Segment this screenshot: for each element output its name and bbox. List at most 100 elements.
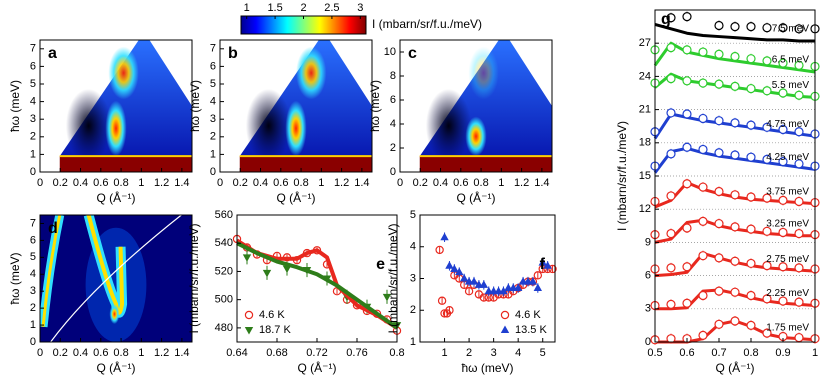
x-tick-label: 0.64 [226,347,247,359]
elastic-band [239,156,372,172]
x-tick-label: 0.76 [346,347,367,359]
y-tick-label: 480 [215,322,233,334]
heatmap-dark [245,88,292,163]
kinematic-limit [50,215,182,342]
data-point [548,264,557,274]
x-tick-label: 1.4 [354,177,369,189]
y-tick-label: 3 [645,303,651,315]
data-point [778,262,788,272]
panel-letter: a [48,45,57,62]
y-tick-label: 5 [30,251,36,263]
x-tick-label: 0.2 [53,347,68,359]
data-point [464,287,474,296]
legend-label: 18.7 K [259,324,291,336]
data-point [698,78,708,88]
plot-frame [39,39,193,173]
data-point [435,245,444,255]
colorbar-label: I (mbarn/sr/f.u./meV) [372,17,482,31]
legend-marker [500,310,510,320]
panel-letter: b [228,45,238,62]
panel-letter: d [48,220,58,237]
data-point [698,216,708,226]
y-tick-label: 5 [210,78,216,90]
x-tick-label: 1 [138,177,144,189]
x-tick-label: 0.8 [113,177,128,189]
y-axis-label: I (mbarn/sr/f.u./meV) [386,223,400,333]
data-point [746,224,756,234]
data-point [698,330,708,340]
y-tick-label: 27 [639,37,651,49]
data-point [533,271,543,280]
data-point [778,195,788,205]
data-point [762,261,772,271]
series-label: 2.25 meV [766,288,809,299]
data-point [746,54,756,64]
data-point [666,228,676,239]
x-axis-label: Q (Å⁻¹) [97,190,136,205]
y-tick-label: 3 [210,113,216,125]
y-tick-label: 560 [215,209,233,221]
data-point [479,280,489,288]
fit-line [236,241,399,330]
y-tick-label: 8 [390,70,396,82]
y-tick-label: 4 [30,268,36,280]
y-tick-label: 6 [645,270,651,282]
data-point [714,20,724,31]
y-tick-label: 10 [384,46,396,58]
data-point [794,332,804,343]
heatmap-streak [105,100,127,157]
data-point [714,253,724,263]
data-point [533,283,543,292]
x-tick-label: 0.6 [453,177,468,189]
y-tick-label: 24 [639,70,651,82]
data-point [730,222,740,232]
y-tick-label: 9 [645,236,651,248]
y-tick-label: 6 [30,60,36,72]
panel-letter: f [540,256,546,273]
heatmap-streak [285,100,307,157]
y-axis-label: ħω (meV) [188,80,202,132]
data-point [730,22,740,32]
x-tick-label: 0.8 [293,177,308,189]
y-tick-label: 3 [410,272,416,284]
heatmap-dark [425,88,472,163]
data-point [746,258,756,269]
data-point [730,256,740,266]
data-point [682,298,692,308]
y-tick-label: 5 [410,209,416,221]
data-point [682,179,692,189]
data-point [714,116,724,126]
x-tick-label: 0 [37,347,43,359]
data-point [746,120,756,130]
data-point [794,60,804,70]
y-axis-label: ħω (meV) [368,80,382,132]
heatmap [59,40,192,172]
x-axis-label: Q (Å⁻¹) [277,190,316,205]
legend-marker [244,327,254,335]
data-point [746,152,756,162]
colorbar-tick-label: 3 [357,2,363,14]
y-tick-label: 7 [210,43,216,55]
y-tick-label: 7 [30,43,36,55]
data-point [698,144,708,155]
x-tick-label: 0 [37,177,43,189]
data-point [242,254,252,262]
data-point [762,294,772,304]
x-tick-label: 5 [540,347,546,359]
data-point [794,127,804,137]
data-point [698,290,708,301]
data-point [666,334,676,344]
data-point [762,154,772,164]
x-tick-label: 0.8 [743,347,758,359]
data-point [714,218,724,229]
y-tick-label: 540 [215,237,233,249]
hot-spot [109,304,120,325]
y-tick-label: 21 [639,104,651,116]
y-tick-label: 6 [210,60,216,72]
data-point [794,24,804,34]
colorbar-tick-label: 2.5 [324,2,339,14]
legend-label: 4.6 K [259,309,285,321]
x-tick-label: 1.4 [174,347,189,359]
data-point [698,113,708,124]
data-point [682,45,692,55]
